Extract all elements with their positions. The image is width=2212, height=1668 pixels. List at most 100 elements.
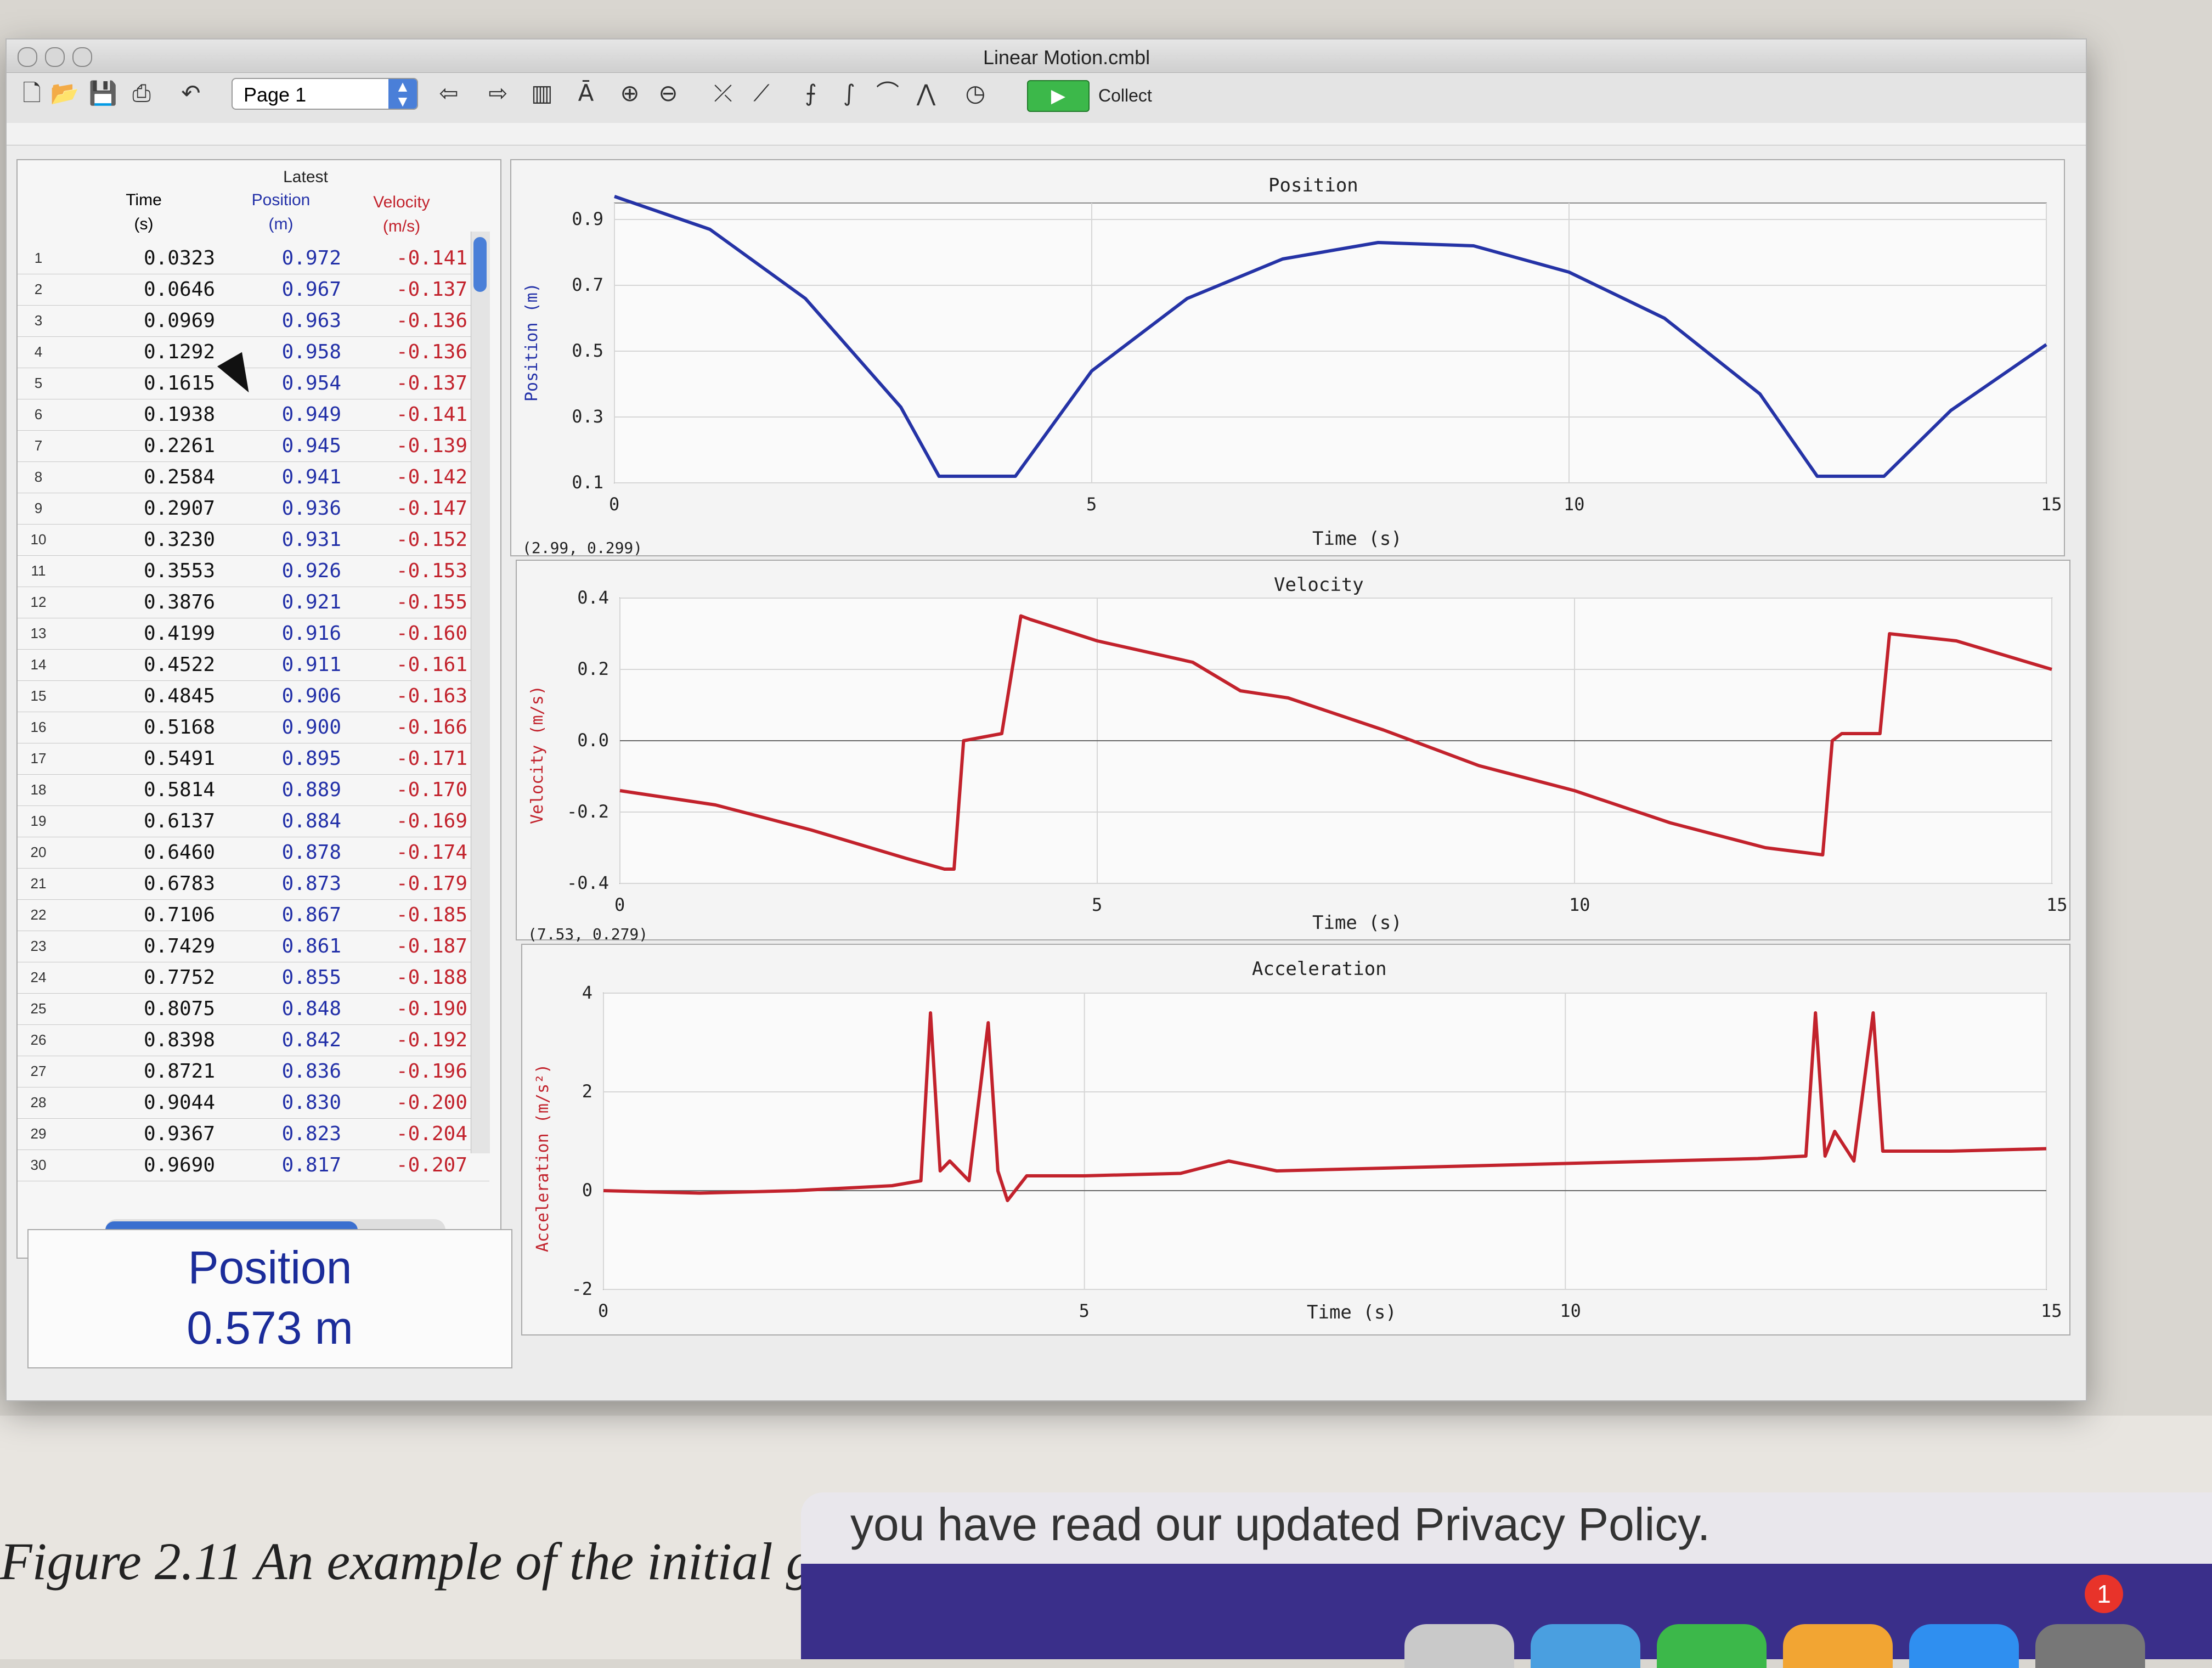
table-row[interactable]: 7 0.2261 0.945 -0.139 [18,430,489,462]
table-row[interactable]: 29 0.9367 0.823 -0.204 [18,1118,489,1150]
table-row[interactable]: 16 0.5168 0.900 -0.166 [18,712,489,743]
table-row[interactable]: 5 0.1615 0.954 -0.137 [18,368,489,399]
collect-button[interactable]: ▶ [1027,80,1090,112]
table-row[interactable]: 9 0.2907 0.936 -0.147 [18,493,489,525]
velocity-cell: -0.204 [396,1123,467,1145]
statistics-icon[interactable]: ⨍ [805,80,817,106]
table-row[interactable]: 25 0.8075 0.848 -0.190 [18,993,489,1025]
x-axis-label[interactable]: Time (s) [1312,912,1402,934]
examine-icon[interactable]: ⤫ [714,80,732,106]
time-cell: 0.4522 [143,653,215,676]
save-icon[interactable]: 💾 [88,80,118,106]
table-row[interactable]: 18 0.5814 0.889 -0.170 [18,774,489,806]
row-number: 8 [34,469,43,485]
row-number: 1 [34,250,43,266]
time-cell: 0.6137 [143,810,215,832]
page-back-icon[interactable]: ⇦ [439,80,459,106]
acceleration-graph[interactable]: Acceleration Acceleration (m/s²) Time (s… [521,944,2070,1335]
stepper-arrows-icon[interactable]: ▲ ▼ [388,79,417,109]
column-header-position[interactable]: Position [251,191,311,209]
meter-value: 0.573 m [187,1302,353,1354]
table-row[interactable]: 8 0.2584 0.941 -0.142 [18,461,489,493]
y-axis-label[interactable]: Velocity (m/s) [528,685,547,824]
scroll-thumb[interactable] [473,237,487,292]
row-number: 27 [30,1063,47,1079]
page-selector-value: Page 1 [244,83,307,106]
table-row[interactable]: 2 0.0646 0.967 -0.137 [18,274,489,306]
row-number: 7 [34,437,43,454]
zoom-in-icon[interactable]: ⊕ [620,80,640,106]
table-row[interactable]: 30 0.9690 0.817 -0.207 [18,1149,489,1181]
time-cell: 0.0969 [143,309,215,332]
table-row[interactable]: 6 0.1938 0.949 -0.141 [18,399,489,431]
open-folder-icon[interactable]: 📂 [50,80,80,106]
y-axis-label[interactable]: Position (m) [522,283,541,402]
position-cell: 0.895 [281,747,341,770]
x-axis-label[interactable]: Time (s) [1312,528,1402,550]
numbers-icon[interactable] [1657,1624,1767,1668]
close-window-button[interactable] [18,47,37,67]
table-row[interactable]: 26 0.8398 0.842 -0.192 [18,1024,489,1056]
position-meter[interactable]: Position 0.573 m [27,1229,512,1368]
title-bar[interactable]: Linear Motion.cmbl [7,40,2086,73]
table-row[interactable]: 17 0.5491 0.895 -0.171 [18,743,489,775]
time-cell: 0.3230 [143,528,215,551]
examine-coordinates: (2.99, 0.299) [522,539,643,557]
table-row[interactable]: 10 0.3230 0.931 -0.152 [18,524,489,556]
table-row[interactable]: 20 0.6460 0.878 -0.174 [18,837,489,869]
integral-icon[interactable]: ∫ [843,80,855,106]
autoscale-icon[interactable]: Ā [578,80,594,106]
column-header-time[interactable]: Time [126,191,162,209]
velocity-cell: -0.136 [396,341,467,363]
dock-app-icon[interactable] [1404,1624,1514,1668]
table-row[interactable]: 28 0.9044 0.830 -0.200 [18,1087,489,1119]
table-row[interactable]: 19 0.6137 0.884 -0.169 [18,805,489,837]
app-store-icon[interactable] [1909,1624,2019,1668]
new-file-icon[interactable]: 🗋 [22,80,41,106]
position-cell: 0.867 [281,904,341,926]
undo-icon[interactable]: ↶ [181,80,201,106]
time-cell: 0.2261 [143,435,215,457]
table-row[interactable]: 3 0.0969 0.963 -0.136 [18,305,489,337]
table-row[interactable]: 22 0.7106 0.867 -0.185 [18,899,489,931]
table-row[interactable]: 13 0.4199 0.916 -0.160 [18,618,489,650]
minimize-window-button[interactable] [45,47,65,67]
table-row[interactable]: 1 0.0323 0.972 -0.141 [18,243,489,274]
table-row[interactable]: 12 0.3876 0.921 -0.155 [18,587,489,618]
dock-app-icon[interactable] [1531,1624,1640,1668]
position-graph[interactable]: Position Position (m) Time (s) (2.99, 0.… [510,159,2065,557]
fft-icon[interactable]: ⋀ [916,80,936,106]
table-row[interactable]: 11 0.3553 0.926 -0.153 [18,555,489,587]
timer-icon[interactable]: ◷ [965,80,986,106]
zoom-out-icon[interactable]: ⊖ [658,80,678,106]
collect-label: Collect [1098,86,1152,105]
table-row[interactable]: 4 0.1292 0.958 -0.136 [18,336,489,368]
table-row[interactable]: 27 0.8721 0.836 -0.196 [18,1056,489,1087]
print-icon[interactable]: ⎙ [132,80,151,106]
tangent-icon[interactable]: ⟋ [753,80,770,106]
row-number: 9 [34,500,43,516]
x-axis-label[interactable]: Time (s) [1307,1301,1397,1323]
system-settings-icon[interactable] [2035,1624,2145,1668]
time-cell: 0.1292 [143,341,215,363]
table-row[interactable]: 14 0.4522 0.911 -0.161 [18,649,489,681]
table-row[interactable]: 23 0.7429 0.861 -0.187 [18,931,489,962]
table-row[interactable]: 15 0.4845 0.906 -0.163 [18,680,489,712]
page-selector[interactable]: Page 1 ▲ ▼ [232,78,418,110]
position-cell: 0.921 [281,591,341,613]
position-cell: 0.836 [281,1060,341,1083]
vertical-scrollbar[interactable] [471,232,490,1153]
curve-fit-icon[interactable]: ⌒ [876,80,899,106]
zoom-window-button[interactable] [72,47,92,67]
table-row[interactable]: 21 0.6783 0.873 -0.179 [18,868,489,900]
table-row[interactable]: 24 0.7752 0.855 -0.188 [18,962,489,994]
pages-icon[interactable] [1783,1624,1893,1668]
velocity-graph[interactable]: Velocity Velocity (m/s) Time (s) (7.53, … [516,560,2070,943]
privacy-notification[interactable] [801,1492,2212,1575]
data-browser-icon[interactable]: ▥ [531,80,553,106]
y-axis-label[interactable]: Acceleration (m/s²) [533,1063,552,1252]
row-number: 3 [34,312,43,329]
column-header-velocity[interactable]: Velocity [373,193,430,211]
page-forward-icon[interactable]: ⇨ [488,80,508,106]
velocity-cell: -0.137 [396,372,467,395]
